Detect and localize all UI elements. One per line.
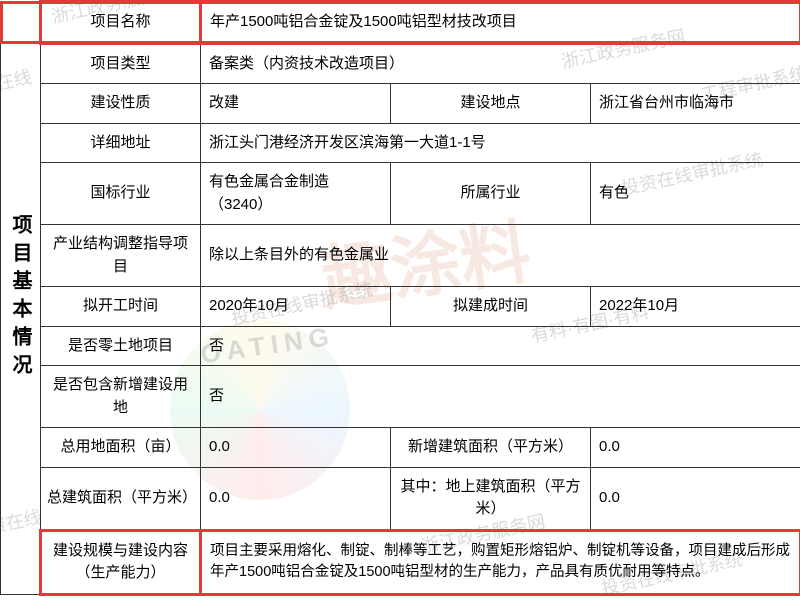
label-build-location: 建设地点 — [391, 84, 591, 124]
value-zero-land: 否 — [201, 326, 800, 366]
side-title: 项目基本情况 — [1, 2, 41, 595]
row-project-name: 项目基本情况 项目名称 年产1500吨铝合金锭及1500吨铝型材技改项目 — [1, 2, 800, 44]
label-new-land: 是否包含新增建设用地 — [41, 366, 201, 428]
row-project-type: 项目类型 备案类（内资技术改造项目） — [1, 43, 800, 84]
value-build-nature: 改建 — [201, 84, 391, 124]
row-build-scale: 建设规模与建设内容（生产能力） 项目主要采用熔化、制锭、制棒等工艺，购置矩形熔铝… — [1, 530, 800, 594]
label-new-build-area: 新增建筑面积（平方米） — [391, 428, 591, 468]
row-address: 详细地址 浙江头门港经济开发区滨海第一大道1-1号 — [1, 123, 800, 163]
label-project-name: 项目名称 — [41, 2, 201, 44]
label-address: 详细地址 — [41, 123, 201, 163]
label-finish-time: 拟建成时间 — [391, 287, 591, 327]
row-total-land: 总用地面积（亩） 0.0 新增建筑面积（平方米） 0.0 — [1, 428, 800, 468]
label-industry-guide: 产业结构调整指导项目 — [41, 225, 201, 287]
label-industry-belong: 所属行业 — [391, 163, 591, 225]
row-new-land: 是否包含新增建设用地 否 — [1, 366, 800, 428]
row-industry-guide: 产业结构调整指导项目 除以上条目外的有色金属业 — [1, 225, 800, 287]
value-address: 浙江头门港经济开发区滨海第一大道1-1号 — [201, 123, 800, 163]
row-zero-land: 是否零土地项目 否 — [1, 326, 800, 366]
row-total-build: 总建筑面积（平方米） 0.0 其中：地上建筑面积（平方米） 0.0 — [1, 467, 800, 530]
label-build-scale: 建设规模与建设内容（生产能力） — [41, 530, 201, 594]
label-total-build: 总建筑面积（平方米） — [41, 467, 201, 530]
label-above-ground: 其中：地上建筑面积（平方米） — [391, 467, 591, 530]
value-project-type: 备案类（内资技术改造项目） — [201, 43, 800, 84]
value-new-build-area: 0.0 — [591, 428, 800, 468]
label-total-land: 总用地面积（亩） — [41, 428, 201, 468]
value-industry-guide: 除以上条目外的有色金属业 — [201, 225, 800, 287]
row-start-time: 拟开工时间 2020年10月 拟建成时间 2022年10月 — [1, 287, 800, 327]
value-finish-time: 2022年10月 — [591, 287, 800, 327]
value-industry-std: 有色金属合金制造（3240） — [201, 163, 391, 225]
value-build-scale: 项目主要采用熔化、制锭、制棒等工艺，购置矩形熔铝炉、制锭机等设备，项目建成后形成… — [201, 530, 800, 594]
value-total-land: 0.0 — [201, 428, 391, 468]
label-start-time: 拟开工时间 — [41, 287, 201, 327]
row-industry-std: 国标行业 有色金属合金制造（3240） 所属行业 有色 — [1, 163, 800, 225]
label-project-type: 项目类型 — [41, 43, 201, 84]
value-industry-belong: 有色 — [591, 163, 800, 225]
label-build-nature: 建设性质 — [41, 84, 201, 124]
value-above-ground: 0.0 — [591, 467, 800, 530]
value-build-location: 浙江省台州市临海市 — [591, 84, 800, 124]
label-zero-land: 是否零土地项目 — [41, 326, 201, 366]
value-project-name: 年产1500吨铝合金锭及1500吨铝型材技改项目 — [201, 2, 800, 44]
label-industry-std: 国标行业 — [41, 163, 201, 225]
value-new-land: 否 — [201, 366, 800, 428]
value-start-time: 2020年10月 — [201, 287, 391, 327]
value-total-build: 0.0 — [201, 467, 391, 530]
row-build-nature: 建设性质 改建 建设地点 浙江省台州市临海市 — [1, 84, 800, 124]
project-info-table: 项目基本情况 项目名称 年产1500吨铝合金锭及1500吨铝型材技改项目 项目类… — [0, 0, 800, 596]
